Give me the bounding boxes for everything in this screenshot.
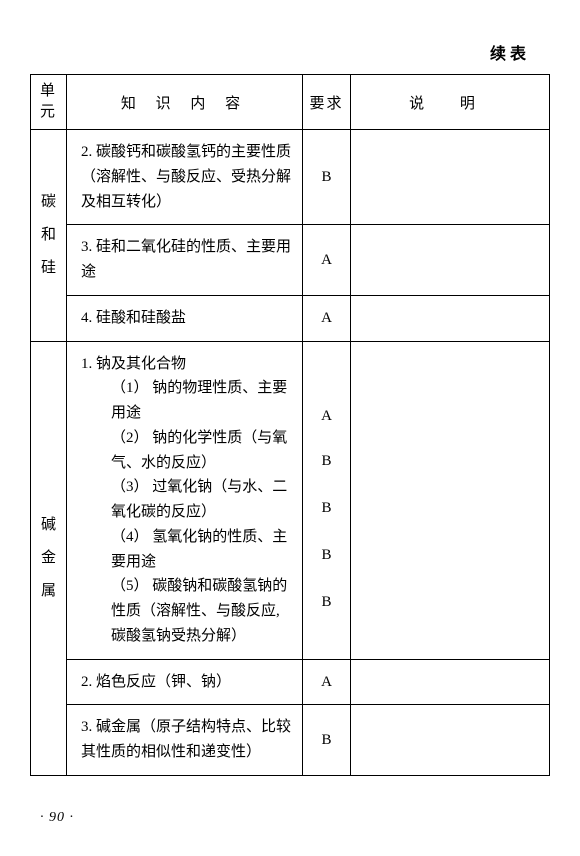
req-cell: B [303,705,351,776]
content-cell: 3. 硅和二氧化硅的性质、主要用途 [67,225,303,296]
content-cell: 1. 钠及其化合物 （1） 钠的物理性质、主要用途 （2） 钠的化学性质（与氧气… [67,341,303,659]
header-content: 知 识 内 容 [67,75,303,130]
table-row: 4. 硅酸和硅酸盐 A [31,295,550,341]
table-row: 2. 焰色反应（钾、钠） A [31,659,550,705]
req-value: B [303,449,350,474]
header-description: 说 明 [351,75,550,130]
header-requirement: 要求 [303,75,351,130]
desc-cell [351,659,550,705]
table-row: 3. 碱金属（原子结构特点、比较其性质的相似性和递变性） B [31,705,550,776]
sub-item: （4） 氢氧化钠的性质、主要用途 [111,525,292,575]
content-cell: 3. 碱金属（原子结构特点、比较其性质的相似性和递变性） [67,705,303,776]
req-cell: A B B B B [303,341,351,659]
sub-item: （5） 碳酸钠和碳酸氢钠的性质（溶解性、与酸反应,碳酸氢钠受热分解） [111,574,292,648]
table-row: 3. 硅和二氧化硅的性质、主要用途 A [31,225,550,296]
syllabus-table: 单元 知 识 内 容 要求 说 明 碳和硅 2. 碳酸钙和碳酸氢钙的主要性质（溶… [30,74,550,776]
req-cell: A [303,295,351,341]
desc-cell [351,705,550,776]
req-cell: A [303,225,351,296]
unit-alkali-metals: 碱金属 [31,341,67,775]
desc-cell [351,295,550,341]
unit-carbon-silicon: 碳和硅 [31,130,67,342]
desc-cell [351,225,550,296]
table-header-row: 单元 知 识 内 容 要求 说 明 [31,75,550,130]
sub-item: （2） 钠的化学性质（与氧气、水的反应） [111,426,292,476]
req-value: A [303,404,350,429]
req-cell: A [303,659,351,705]
req-value: B [303,543,350,568]
desc-cell [351,130,550,225]
header-unit: 单元 [31,75,67,130]
table-row: 碱金属 1. 钠及其化合物 （1） 钠的物理性质、主要用途 （2） 钠的化学性质… [31,341,550,659]
page-number: · 90 · [40,810,74,826]
content-cell: 2. 碳酸钙和碳酸氢钙的主要性质（溶解性、与酸反应、受热分解及相互转化） [67,130,303,225]
req-value: B [303,590,350,615]
content-title: 1. 钠及其化合物 [81,352,292,377]
sub-item: （3） 过氧化钠（与水、二氧化碳的反应） [111,475,292,525]
sub-item: （1） 钠的物理性质、主要用途 [111,376,292,426]
req-cell: B [303,130,351,225]
content-cell: 2. 焰色反应（钾、钠） [67,659,303,705]
continuation-label: 续表 [30,40,550,64]
content-cell: 4. 硅酸和硅酸盐 [67,295,303,341]
desc-cell [351,341,550,659]
table-row: 碳和硅 2. 碳酸钙和碳酸氢钙的主要性质（溶解性、与酸反应、受热分解及相互转化）… [31,130,550,225]
req-value: B [303,496,350,521]
